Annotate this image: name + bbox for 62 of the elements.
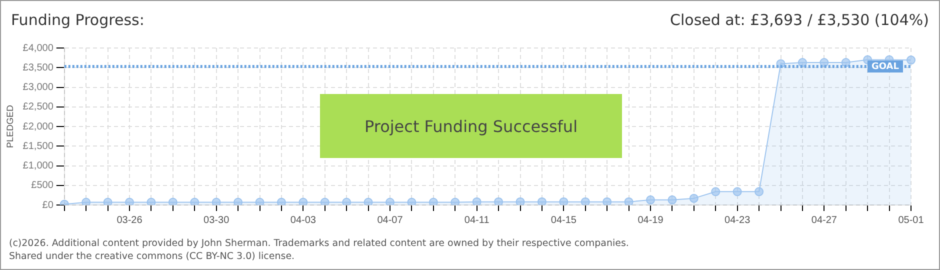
text: (c)2026. Additional content provided by John Sherman. Trademarks and related content are owned by their respective companies.	[9, 237, 629, 250]
point	[494, 197, 504, 205]
point	[559, 197, 568, 205]
x-tick-label: 04-03	[290, 214, 316, 226]
chart-subtitle: Closed at: £3,693 / £3,530 (104%)	[670, 11, 929, 29]
x-tick-label: 04-23	[724, 214, 751, 226]
point	[234, 198, 243, 205]
point	[841, 58, 850, 68]
y-tick-label: £500	[31, 180, 54, 192]
y-tick-label: £0	[42, 200, 54, 211]
point	[364, 198, 373, 205]
point	[212, 198, 221, 205]
x-tick-label: 04-07	[377, 214, 404, 226]
point	[602, 197, 612, 205]
y-tick-label: £2,000	[22, 121, 54, 132]
point	[320, 198, 330, 205]
y-axis-title: PLEDGED	[4, 104, 15, 148]
y-tick-label: £3,500	[22, 62, 54, 74]
point	[732, 187, 742, 196]
point	[798, 58, 807, 68]
point	[146, 198, 156, 205]
ref-line-label: GOAL	[872, 62, 900, 72]
point	[537, 197, 546, 205]
point	[276, 198, 286, 205]
point	[298, 198, 308, 205]
point	[516, 197, 525, 205]
success-banner: Project Funding Successful	[320, 94, 622, 158]
x-tick-label: 04-27	[811, 214, 838, 226]
point	[580, 197, 590, 205]
x-tick-label: 05-01	[898, 214, 924, 226]
y-tick-label: £4,000	[22, 42, 54, 54]
y-tick-label: £1,500	[22, 140, 54, 152]
point	[125, 198, 134, 205]
point	[255, 198, 264, 205]
point	[342, 198, 352, 205]
y-tick-label: £3,000	[22, 82, 54, 93]
x-tick-label: 03-30	[204, 214, 230, 226]
point	[711, 187, 720, 196]
point	[82, 198, 91, 205]
point	[407, 198, 416, 205]
point	[450, 198, 460, 205]
x-tick-label: 03-26	[116, 214, 143, 226]
chart-title: Funding Progress:	[11, 11, 144, 29]
point	[689, 194, 698, 203]
x-tick-label: 04-15	[550, 214, 577, 226]
point	[428, 198, 438, 205]
text: Shared under the creative commons (CC BY-NC 3.0) license.	[9, 250, 296, 263]
point	[190, 198, 200, 205]
point	[820, 58, 829, 68]
point	[624, 197, 634, 205]
point	[386, 198, 395, 205]
y-tick-label: £1,000	[22, 160, 54, 172]
y-tick-label: £2,500	[22, 102, 54, 113]
x-tick-label: 04-11	[464, 214, 490, 226]
point	[103, 198, 112, 205]
point	[472, 197, 482, 205]
point	[754, 187, 764, 196]
point	[906, 56, 916, 65]
point	[168, 198, 178, 205]
x-tick-label: 04-19	[638, 214, 664, 226]
point	[668, 195, 677, 204]
point	[646, 195, 656, 204]
